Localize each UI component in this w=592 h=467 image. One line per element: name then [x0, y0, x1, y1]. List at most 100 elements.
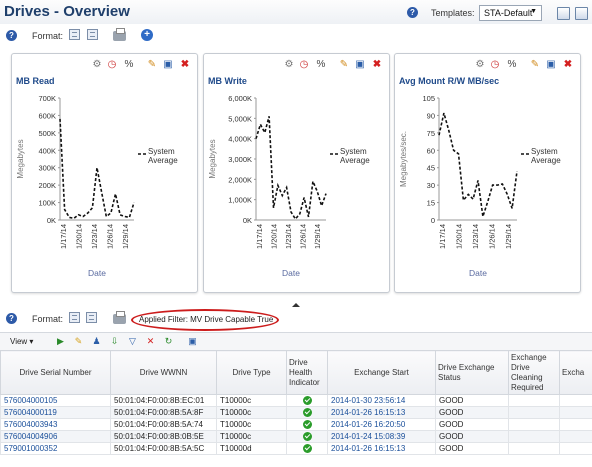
x-tick-label: 1/29/14	[121, 224, 130, 249]
manage-templates-icon[interactable]	[575, 7, 588, 20]
close-icon[interactable]: ✖	[372, 59, 382, 70]
column-header-drive-type[interactable]: Drive Type	[216, 350, 287, 395]
y-tick-label: 200K	[38, 181, 56, 190]
clock-icon[interactable]: ◷	[299, 59, 309, 70]
x-tick-label: 1/17/14	[255, 224, 264, 249]
maximize-icon[interactable]: ▣	[546, 59, 556, 70]
clock-icon[interactable]: ◷	[490, 59, 500, 70]
panel-tools: ⚙ ◷ % ✎ ▣ ✖	[474, 59, 576, 72]
table-row[interactable]: 576004003943 50:01:04:F0:00:8B:5A:74 T10…	[0, 418, 592, 431]
add-chart-icon[interactable]: +	[141, 29, 153, 41]
drive-serial-link[interactable]: 576004004906	[0, 430, 111, 443]
table-row[interactable]: 579001000352 50:01:04:F0:00:8B:5A:5C T10…	[0, 442, 592, 455]
percent-icon[interactable]: %	[507, 59, 517, 70]
y-tick-label: 0K	[47, 216, 56, 225]
list-view-icon[interactable]	[69, 312, 80, 323]
table-row[interactable]: 576004000119 50:01:04:F0:00:8B:5A:8F T10…	[0, 406, 592, 419]
format-label: Format:	[32, 314, 64, 324]
edit-pencil-icon[interactable]: ✎	[530, 59, 540, 70]
percent-icon[interactable]: %	[124, 59, 134, 70]
health-ok-icon	[302, 444, 312, 454]
close-icon[interactable]: ✖	[563, 59, 573, 70]
chart-toolbar: ? Format: +	[0, 26, 592, 44]
x-tick-label: 1/17/14	[438, 224, 447, 249]
table-row[interactable]: 576004004906 50:01:04:F0:00:8B:0B:5E T10…	[0, 430, 592, 443]
export-icon[interactable]: ⇩	[110, 336, 119, 346]
print-icon[interactable]	[113, 311, 126, 324]
exchange-status: GOOD	[435, 394, 509, 407]
drive-serial-link[interactable]: 576004000119	[0, 406, 111, 419]
legend-label: System	[148, 147, 175, 156]
column-header-exchange-status[interactable]: Drive Exchange Status	[435, 350, 509, 395]
x-axis-label: Date	[282, 268, 300, 278]
detach-icon[interactable]: ▣	[188, 336, 197, 346]
clear-filter-icon[interactable]: ✕	[146, 336, 155, 346]
y-tick-label: 500K	[38, 129, 56, 138]
y-tick-label: 75	[427, 129, 435, 138]
y-tick-label: 300K	[38, 164, 56, 173]
chart-settings-icon[interactable]: ⚙	[92, 59, 102, 70]
drive-type: T10000c	[216, 394, 287, 407]
drive-serial-link[interactable]: 576004003943	[0, 418, 111, 431]
percent-icon[interactable]: %	[316, 59, 326, 70]
maximize-icon[interactable]: ▣	[355, 59, 365, 70]
edit-pencil-icon[interactable]: ✎	[339, 59, 349, 70]
save-template-icon[interactable]	[557, 7, 570, 20]
panel-splitter-handle[interactable]	[288, 303, 304, 307]
applied-filter-text[interactable]: Applied Filter: MV Drive Capable True	[139, 315, 274, 324]
column-header-serial[interactable]: Drive Serial Number	[0, 350, 111, 395]
help-icon[interactable]: ?	[6, 313, 17, 324]
y-tick-label: 0	[431, 216, 435, 225]
table-actions-toolbar: View ▾ ▶ ✎ ♟ ⇩ ▽ ✕ ↻ ▣	[0, 332, 592, 350]
y-tick-label: 700K	[38, 94, 56, 103]
table-header-row: Drive Serial Number Drive WWNN Drive Typ…	[0, 350, 592, 395]
edit-pencil-icon[interactable]: ✎	[147, 59, 157, 70]
exchange-start: 2014-01-26 16:15:13	[327, 406, 436, 419]
x-tick-label: 1/26/14	[106, 224, 115, 249]
chart-avg-mount-rw: Megabytes/sec. 105 90 75 60 45 30 15 01/17/14 1/2…	[399, 94, 561, 278]
chart-settings-icon[interactable]: ⚙	[284, 59, 294, 70]
layout-list-icon[interactable]	[87, 29, 98, 40]
chart-title: MB Read	[16, 76, 55, 86]
drive-serial-link[interactable]: 579001000352	[0, 442, 111, 455]
filter-icon[interactable]: ▽	[129, 336, 136, 346]
exchange-start: 2014-01-24 15:08:39	[327, 430, 436, 443]
column-header-exchange-start[interactable]: Exchange Start	[327, 350, 436, 395]
close-icon[interactable]: ✖	[180, 59, 190, 70]
exchange-extra	[559, 406, 592, 419]
templates-select[interactable]: STA-Default ▼	[479, 5, 542, 21]
help-icon[interactable]: ?	[6, 30, 17, 41]
clock-icon[interactable]: ◷	[107, 59, 117, 70]
column-header-cleaning-required[interactable]: Exchange Drive Cleaning Required	[508, 350, 560, 395]
users-icon[interactable]: ♟	[92, 336, 101, 346]
view-menu[interactable]: View ▾	[10, 337, 34, 346]
detail-view-icon[interactable]	[86, 312, 97, 323]
column-header-wwnn[interactable]: Drive WWNN	[110, 350, 217, 395]
health-cell	[286, 406, 328, 419]
maximize-icon[interactable]: ▣	[163, 59, 173, 70]
y-tick-label: 1,000K	[228, 196, 252, 205]
y-tick-label: 30	[427, 181, 435, 190]
chart-mb-read: Megabytes700K600K500K400K300K200K100K0K1…	[16, 94, 178, 278]
column-header-health[interactable]: Drive Health Indicator	[286, 350, 328, 395]
health-cell	[286, 442, 328, 455]
layout-grid-icon[interactable]	[69, 29, 80, 40]
table-row[interactable]: 576004000105 50:01:04:F0:00:8B:EC:01 T10…	[0, 394, 592, 407]
health-ok-icon	[302, 408, 312, 418]
exchange-extra	[559, 430, 592, 443]
x-tick-label: 1/20/14	[455, 224, 464, 249]
help-icon[interactable]: ?	[407, 7, 418, 18]
run-icon[interactable]: ▶	[57, 336, 64, 346]
print-icon[interactable]	[113, 28, 126, 41]
legend-label: System	[531, 147, 558, 156]
drive-wwnn: 50:01:04:F0:00:8B:0B:5E	[110, 430, 217, 443]
x-axis-label: Date	[88, 268, 106, 278]
note-icon[interactable]: ✎	[74, 336, 83, 346]
drive-serial-link[interactable]: 576004000105	[0, 394, 111, 407]
y-tick-label: 60	[427, 146, 435, 155]
refresh-icon[interactable]: ↻	[164, 336, 173, 346]
templates-label: Templates:	[431, 8, 475, 18]
column-header-exchange-truncated[interactable]: Excha	[559, 350, 592, 395]
chart-panel-avg-mount: ⚙ ◷ % ✎ ▣ ✖ Avg Mount R/W MB/sec Megabyt…	[394, 53, 581, 293]
chart-settings-icon[interactable]: ⚙	[475, 59, 485, 70]
